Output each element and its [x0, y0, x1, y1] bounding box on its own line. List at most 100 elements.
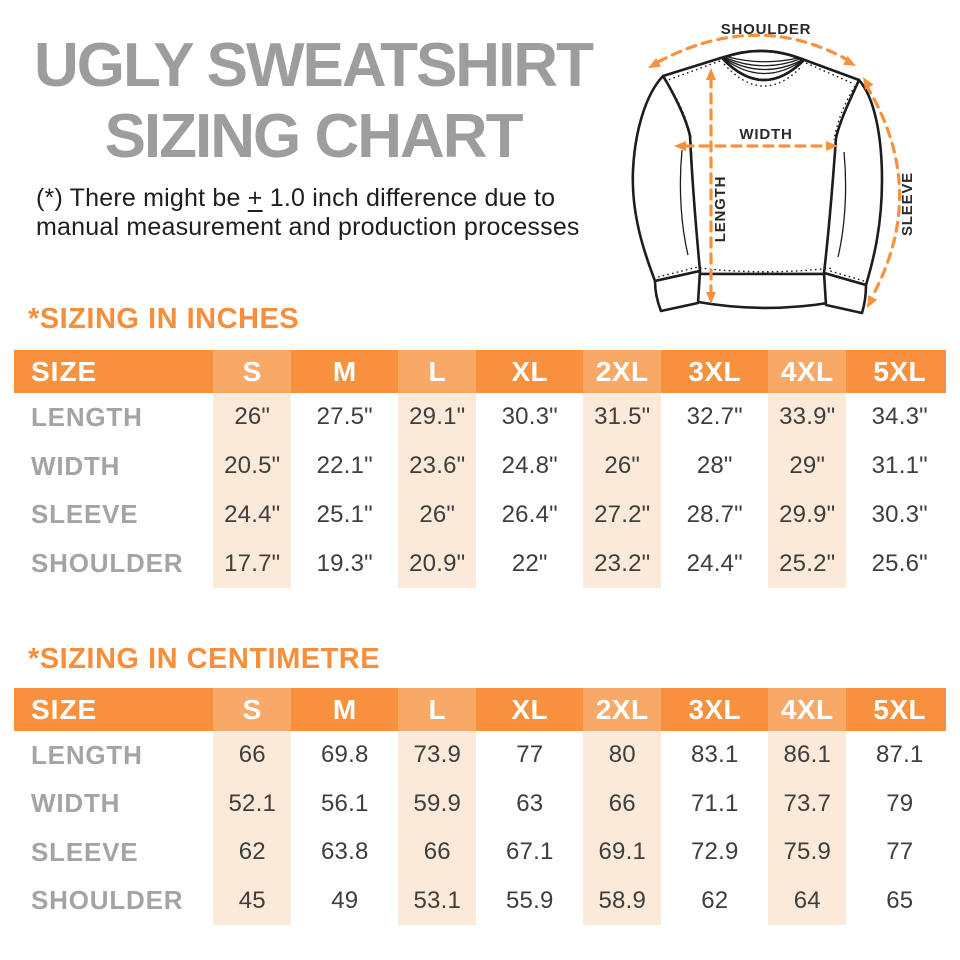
cell-value: 25.2": [768, 539, 847, 589]
table-row-length: LENGTH 26" 27.5" 29.1" 30.3" 31.5" 32.7" 33.9" 3…: [14, 393, 946, 442]
row-label: WIDTH: [31, 788, 121, 819]
table-cell: 24.8": [484, 442, 577, 491]
cell-value: 72.9: [690, 838, 739, 866]
table-cell: 24.4": [206, 490, 299, 540]
table-cell: 23.2": [576, 539, 669, 589]
table-cell: 25.1": [299, 491, 392, 540]
table-cell: 24.4": [669, 539, 762, 588]
table-cell: 69.8: [299, 731, 392, 780]
width-label: WIDTH: [739, 126, 792, 143]
cell-value: 25.1": [316, 500, 373, 528]
table-cell: 63.8: [299, 828, 392, 877]
table-cell: 26": [576, 441, 669, 491]
disclaimer-line1: (*) There might be + 1.0 inch difference…: [36, 184, 620, 213]
cell-value: 23.6": [398, 441, 477, 491]
table-cell: 32.7": [669, 393, 762, 442]
cell-value: 32.7": [686, 403, 743, 431]
disclaimer-text: (*) There might be: [36, 184, 248, 212]
table-cell: 20.5": [206, 441, 299, 491]
table-cell: 75.9: [761, 828, 854, 877]
table-row-width: WIDTH 52.1 56.1 59.9 63 66 71.1 73.7 79: [14, 779, 946, 829]
disclaimer-note: (*) There might be + 1.0 inch difference…: [36, 184, 620, 242]
size-col-header-label: M: [332, 693, 357, 725]
disclaimer-line2: manual measurement and production proces…: [36, 213, 580, 241]
table-cell: 26": [391, 490, 484, 540]
inches-size-table: SIZE S M L XL 2XL 3XL 4XL 5XL LENGTH 26" 27.5" 29.1"…: [14, 350, 946, 589]
cell-value: 17.7": [213, 539, 292, 589]
table-cell: 87.1: [854, 731, 947, 780]
row-label: SLEEVE: [31, 499, 139, 530]
table-row-sleeve: SLEEVE 62 63.8 66 67.1 69.1 72.9 75.9 77: [14, 828, 946, 877]
cell-value: 56.1: [320, 789, 369, 817]
cell-value: 55.9: [505, 886, 554, 914]
cell-value: 26": [213, 393, 292, 442]
cell-value: 31.5": [583, 393, 662, 442]
cell-value: 64: [768, 876, 847, 925]
size-col-header-label: 4XL: [768, 688, 847, 731]
size-col-header-3xl: 3XL: [669, 350, 762, 393]
table-cell: 66: [206, 731, 299, 780]
size-col-header-label: 5XL: [873, 355, 927, 387]
cell-value: 26": [398, 490, 477, 540]
cell-value: 29.9": [768, 490, 847, 540]
table-header-row: SIZE S M L XL 2XL 3XL 4XL 5XL: [14, 688, 946, 731]
size-col-header-5xl: 5XL: [854, 688, 947, 731]
row-label: WIDTH: [31, 450, 121, 481]
table-cell: 53.1: [391, 876, 484, 925]
cell-value: 31.1": [871, 452, 928, 480]
table-row-length: LENGTH 66 69.8 73.9 77 80 83.1 86.1 87.1: [14, 731, 946, 780]
cell-value: 29.1": [398, 393, 477, 442]
cell-value: 24.8": [501, 452, 558, 480]
table-cell: 56.1: [299, 780, 392, 829]
size-col-header-label: XL: [511, 355, 549, 387]
table-cell: 27.5": [299, 393, 392, 442]
size-col-header-4xl: 4XL: [761, 350, 854, 393]
sleeve-label: SLEEVE: [899, 172, 916, 236]
table-cell: 27.2": [576, 490, 669, 540]
cell-value: 86.1: [768, 731, 847, 780]
cell-value: 28.7": [686, 500, 743, 528]
row-label: LENGTH: [31, 401, 143, 432]
cell-value: 27.2": [583, 490, 662, 540]
cell-value: 19.3": [316, 549, 373, 577]
cell-value: 33.9": [768, 393, 847, 442]
cell-value: 66: [398, 828, 477, 877]
cell-value: 83.1: [690, 741, 739, 769]
size-col-header-xl: XL: [484, 350, 577, 393]
size-col-header-label: L: [398, 688, 477, 731]
table-row-shoulder: SHOULDER 17.7" 19.3" 20.9" 22" 23.2" 24.4" 25.2…: [14, 539, 946, 589]
table-cell: 26": [206, 393, 299, 442]
cell-value: 67.1: [505, 838, 554, 866]
disclaimer-text: 1.0 inch difference due to: [262, 184, 556, 212]
row-label: SHOULDER: [31, 885, 184, 916]
table-cell: 20.9": [391, 539, 484, 589]
size-col-header-label: M: [332, 355, 357, 387]
table-row-shoulder: SHOULDER 45 49 53.1 55.9 58.9 62 64 65: [14, 876, 946, 926]
table-cell: 66: [576, 779, 669, 828]
size-col-header-s: S: [206, 350, 299, 393]
cell-value: 66: [213, 731, 292, 780]
size-col-header-m: M: [299, 350, 392, 393]
table-cell: 49: [299, 877, 392, 926]
table-cell: 55.9: [484, 877, 577, 926]
size-col-header-label: S: [213, 688, 292, 731]
table-cell: 19.3": [299, 539, 392, 588]
cell-value: 22.1": [316, 452, 373, 480]
arrowheads: [648, 56, 878, 308]
table-cell: 62: [669, 877, 762, 926]
table-cell: 26.4": [484, 491, 577, 540]
size-col-header-4xl: 4XL: [761, 688, 854, 731]
cell-value: 79: [886, 789, 914, 817]
row-label: LENGTH: [31, 739, 143, 770]
table-cell: 77: [854, 828, 947, 877]
cell-value: 26.4": [501, 500, 558, 528]
cell-value: 65: [886, 886, 914, 914]
cell-value: 62: [213, 828, 292, 877]
table-cell: 67.1: [484, 828, 577, 877]
size-col-header-xl: XL: [484, 688, 577, 731]
cell-value: 69.8: [320, 741, 369, 769]
cell-value: 28": [696, 452, 733, 480]
table-cell: 71.1: [669, 780, 762, 829]
size-col-header-l: L: [391, 688, 484, 731]
